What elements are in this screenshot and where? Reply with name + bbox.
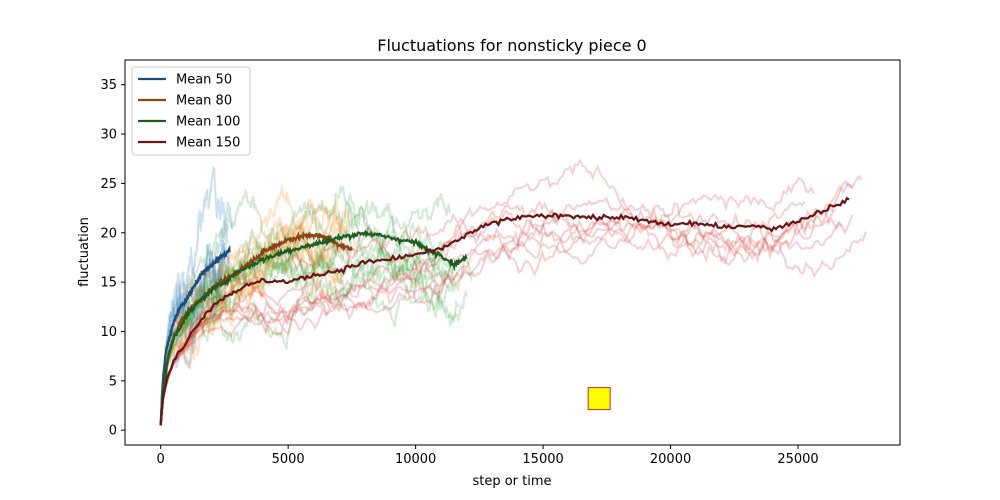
run-line xyxy=(159,207,854,426)
run-line xyxy=(159,174,863,426)
x-tick-label: 15000 xyxy=(522,452,563,467)
mean-line xyxy=(159,230,353,426)
run-line xyxy=(159,222,350,426)
x-tick-label: 20000 xyxy=(650,452,691,467)
run-line xyxy=(159,215,843,426)
x-tick-label: 0 xyxy=(157,452,165,467)
run-line xyxy=(159,184,357,426)
y-tick-label: 10 xyxy=(100,325,117,340)
legend-label: Mean 80 xyxy=(176,94,232,109)
y-tick-label: 25 xyxy=(100,177,117,192)
x-tick-label: 25000 xyxy=(777,452,818,467)
x-tick-label: 5000 xyxy=(272,452,305,467)
run-line xyxy=(159,224,446,426)
run-line xyxy=(159,240,457,426)
x-axis-label: step or time xyxy=(472,474,551,489)
run-line xyxy=(159,216,343,426)
run-line xyxy=(159,158,815,426)
run-line xyxy=(159,192,451,426)
annotations-group xyxy=(587,387,611,411)
run-line xyxy=(159,241,454,426)
legend: Mean 50 Mean 80 Mean 100 Mean 150 xyxy=(131,66,251,156)
legend-label: Mean 50 xyxy=(176,73,232,88)
run-line xyxy=(159,242,231,426)
highlight-square xyxy=(587,387,611,411)
y-tick-label: 35 xyxy=(100,78,117,93)
run-line xyxy=(159,205,474,426)
run-line xyxy=(159,201,837,426)
run-line xyxy=(159,253,231,426)
y-tick-label: 20 xyxy=(100,226,117,241)
mean-lines-group xyxy=(159,196,850,426)
y-tick-label: 15 xyxy=(100,276,117,291)
run-line xyxy=(159,191,453,426)
mean-line xyxy=(159,229,468,426)
legend-label: Mean 100 xyxy=(176,115,240,130)
y-tick-label: 0 xyxy=(109,424,117,439)
x-axis-ticks: 0 5000 10000 15000 20000 25000 xyxy=(157,445,819,467)
run-line xyxy=(159,220,351,426)
legend-label: Mean 150 xyxy=(176,136,240,151)
plot-frame xyxy=(124,59,901,446)
plot-area xyxy=(125,60,900,445)
mean-line xyxy=(159,196,850,426)
legend-box xyxy=(131,66,251,156)
chart-title: Fluctuations for nonsticky piece 0 xyxy=(377,36,646,55)
x-tick-label: 10000 xyxy=(395,452,436,467)
run-line xyxy=(159,228,345,426)
run-line xyxy=(159,263,227,426)
y-axis-label: fluctuation xyxy=(77,217,92,287)
run-line xyxy=(159,211,867,426)
y-tick-label: 30 xyxy=(100,128,117,143)
run-line xyxy=(159,201,233,426)
run-line xyxy=(159,180,855,426)
mean-line xyxy=(159,245,231,426)
y-tick-label: 5 xyxy=(109,374,117,389)
run-line xyxy=(159,184,452,426)
y-axis-ticks: 0 5 10 15 20 25 30 35 xyxy=(100,78,125,439)
run-line xyxy=(159,197,342,426)
run-line xyxy=(159,239,226,426)
run-line xyxy=(159,228,457,426)
